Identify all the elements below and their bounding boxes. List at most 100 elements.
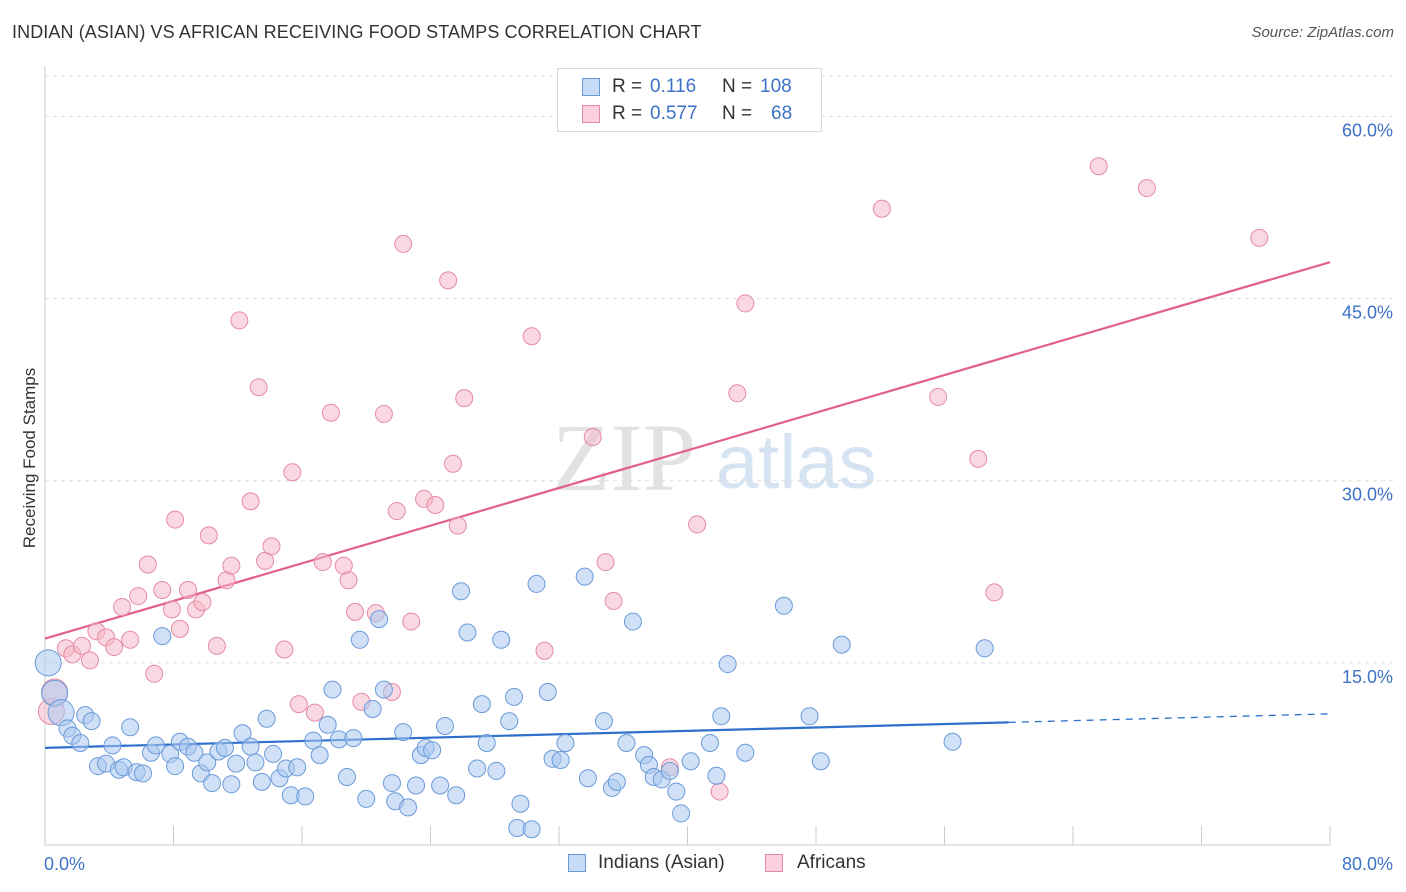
point-africans [80, 651, 99, 670]
point-indians [594, 712, 613, 731]
point-indians [487, 761, 506, 780]
point-indians [146, 736, 165, 755]
point-indians [607, 772, 626, 791]
point-africans [728, 384, 747, 403]
point-africans [105, 638, 124, 657]
trend-line-indians-extension [1008, 713, 1331, 724]
point-indians [252, 772, 271, 791]
point-africans [305, 703, 324, 722]
point-africans [249, 378, 268, 397]
legend-n-value: 108 [760, 76, 792, 97]
point-indians [198, 753, 217, 772]
point-indians [357, 789, 376, 808]
point-indians [736, 743, 755, 762]
point-indians [133, 764, 152, 783]
point-indians [185, 743, 204, 762]
data-points [34, 157, 1269, 839]
watermark-atlas: atlas [716, 420, 877, 505]
point-africans [275, 640, 294, 659]
point-africans [113, 598, 132, 616]
point-africans [448, 516, 467, 535]
point-africans [710, 782, 729, 801]
point-africans [72, 636, 91, 655]
point-indians [452, 582, 471, 601]
point-africans [170, 619, 189, 638]
point-indians [477, 734, 496, 752]
point-africans [178, 581, 197, 599]
point-indians [264, 744, 283, 763]
trend-lines [44, 261, 1331, 749]
point-indians [233, 724, 252, 743]
point-africans [162, 600, 181, 619]
point-indians [800, 707, 819, 726]
point-africans [283, 463, 302, 482]
point-indians [82, 712, 101, 731]
point-indians [511, 794, 530, 813]
point-africans [394, 234, 413, 253]
point-indians [811, 752, 830, 771]
point-indians [975, 639, 994, 658]
point-indians [241, 737, 260, 756]
point-africans [230, 311, 249, 330]
point-indians [394, 723, 413, 742]
point-africans [583, 428, 602, 446]
point-indians [578, 769, 597, 788]
point-indians [121, 718, 140, 737]
point-africans [535, 641, 554, 660]
point-indians [374, 680, 393, 699]
point-indians [712, 707, 731, 726]
point-indians [505, 687, 524, 706]
point-indians [323, 680, 342, 699]
point-indians [472, 695, 491, 714]
legend-r-label: R = [612, 76, 643, 97]
point-indians [707, 766, 726, 785]
legend-n-value: 68 [771, 103, 793, 124]
x-tick-label-max: 80.0% [1342, 854, 1393, 874]
point-indians [222, 775, 241, 794]
legend-swatch-blue [568, 854, 586, 872]
legend-n-label: N = [722, 76, 753, 97]
legend-r-label: R = [612, 103, 643, 124]
point-africans [929, 387, 948, 406]
point-indians [246, 753, 265, 772]
legend-r-value: 0.116 [650, 76, 697, 97]
point-indians [527, 574, 546, 593]
point-africans [121, 630, 140, 649]
point-indians [215, 738, 234, 757]
point-africans [522, 327, 541, 346]
point-africans [346, 602, 365, 621]
point-indians [103, 736, 122, 755]
point-africans [688, 515, 707, 534]
point-indians [468, 759, 487, 778]
source-credit: Source: ZipAtlas.com [1251, 24, 1394, 41]
point-indians [203, 774, 222, 793]
point-indians [310, 746, 329, 765]
point-indians [370, 610, 389, 629]
point-africans [402, 612, 421, 631]
x-tick-label-min: 0.0% [44, 854, 85, 874]
point-africans [439, 271, 458, 290]
point-indians [350, 630, 369, 649]
point-indians [296, 787, 315, 806]
point-africans [222, 556, 241, 575]
point-africans [455, 389, 474, 408]
point-indians [288, 758, 307, 777]
legend-label: Indians (Asian) [598, 852, 725, 873]
correlation-legend: R = 0.116 N = 108 R = 0.577 N = 68 [557, 68, 822, 132]
legend-r-value: 0.577 [650, 103, 698, 124]
point-indians [407, 776, 426, 795]
point-indians [551, 751, 570, 769]
point-indians [447, 786, 466, 805]
legend-swatch-blue [582, 78, 600, 96]
point-indians [681, 752, 700, 771]
point-indians [458, 623, 477, 642]
point-indians [718, 655, 737, 674]
point-africans [443, 454, 462, 473]
y-tick-label: 15.0% [1342, 667, 1393, 687]
point-africans [374, 404, 393, 423]
legend-n-label: N = [722, 103, 753, 124]
point-africans [1137, 179, 1156, 198]
legend-label: Africans [797, 852, 866, 873]
point-indians [318, 715, 337, 734]
y-axis-label: Receiving Food Stamps [20, 367, 39, 549]
